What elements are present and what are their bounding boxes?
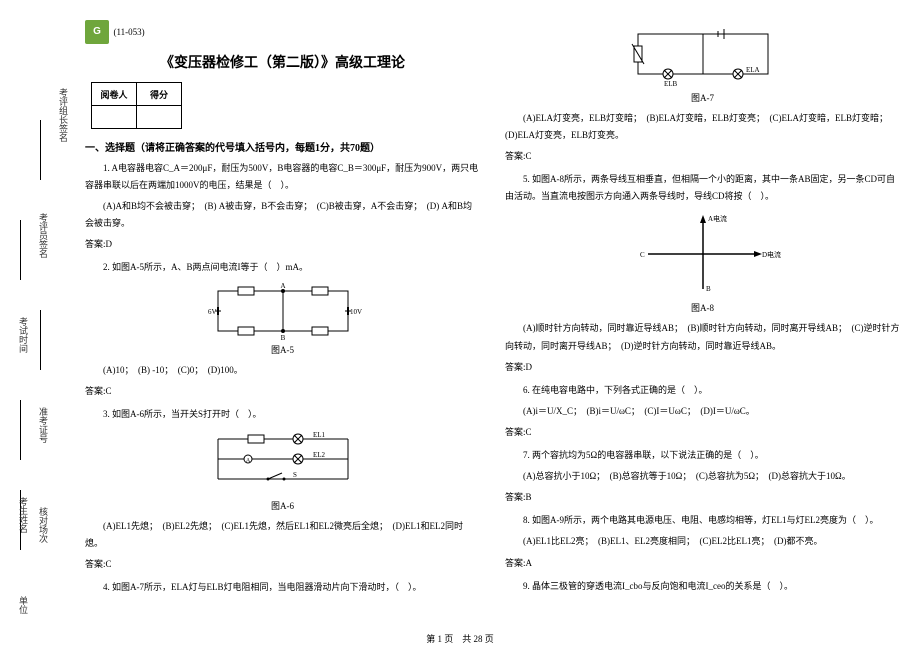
score-header-examiner: 阅卷人 [92, 83, 137, 106]
question-1: 1. A电容器电容C_A＝200μF，耐压为500V，B电容器的电容C_B＝30… [85, 160, 480, 194]
question-6-options: (A)i＝U/X_C； (B)i＝U/ωC； (C)I＝UωC； (D)I＝U/… [505, 403, 900, 420]
question-2: 2. 如图A-5所示，A、B两点间电流I等于（ ）mA。 [85, 259, 480, 276]
question-4-options: (A)ELA灯变亮，ELB灯变暗； (B)ELA灯变暗，ELB灯变亮； (C)E… [505, 110, 900, 144]
question-6: 6. 在纯电容电路中，下列各式正确的是（ ）。 [505, 382, 900, 399]
score-cell [92, 106, 137, 129]
binding-margin: 单位 核对场次 考生姓名 准考证号 考试时间 考评员签名 考评组长签名 [10, 40, 70, 600]
page-footer: 第 1 页 共 28 页 [0, 632, 920, 645]
side-line [20, 400, 21, 460]
question-3-answer: 答案:C [85, 556, 480, 573]
question-2-options: (A)10； (B) -10； (C)0； (D)100。 [85, 362, 480, 379]
figA8-a: A电流 [708, 214, 727, 223]
figure-a6-caption: 图A-6 [85, 499, 480, 512]
figA8-c: C [640, 251, 645, 259]
column-left: G (11-053) 《变压器检修工（第二版）》高级工理论 阅卷人 得分 一、选… [85, 20, 480, 600]
question-4: 4. 如图A-7所示，ELA灯与ELB灯电阻相同，当电阻器滑动片向下滑动时，（ … [85, 579, 480, 596]
question-1-options: (A)A和B均不会被击穿； (B) A被击穿，B不会击穿； (C)B被击穿，A不… [85, 198, 480, 232]
figure-a8: A电流 C D电流 B [505, 209, 900, 299]
side-label-name: 考生姓名 [10, 470, 30, 560]
question-5-options: (A)顺时针方向转动，同时靠近导线AB； (B)顺时针方向转动，同时离开导线AB… [505, 320, 900, 354]
svg-text:A: A [245, 458, 250, 464]
figA5-6v: 6V [208, 308, 217, 316]
header-row: G (11-053) [85, 20, 480, 44]
figA7-ela: ELA [746, 66, 760, 74]
figA6-s: S [293, 471, 297, 479]
figA8-d: D电流 [762, 250, 781, 259]
question-8-answer: 答案:A [505, 555, 900, 572]
question-5-answer: 答案:D [505, 359, 900, 376]
side-label-time: 考试时间 [10, 290, 30, 380]
side-line [40, 310, 41, 370]
figure-a7: ELB ELA [505, 24, 900, 89]
question-1-answer: 答案:D [85, 236, 480, 253]
side-label-leader: 考评组长签名 [50, 70, 70, 160]
figA6-el1: EL1 [313, 431, 326, 439]
score-header-score: 得分 [137, 83, 182, 106]
figure-a7-caption: 图A-7 [505, 91, 900, 104]
side-label-venue: 核对场次 [30, 480, 50, 570]
score-table: 阅卷人 得分 [91, 82, 182, 129]
figure-a5-caption: 图A-5 [85, 343, 480, 356]
logo-icon: G [85, 20, 109, 44]
question-8-options: (A)EL1比EL2亮； (B)EL1、EL2亮度相同； (C)EL2比EL1亮… [505, 533, 900, 550]
figA5-A: A [280, 282, 285, 290]
page-title: 《变压器检修工（第二版）》高级工理论 [85, 52, 480, 72]
figA5-10v: 10V [350, 308, 362, 316]
figure-a5: A B 6V 10V [85, 281, 480, 341]
question-9: 9. 晶体三极管的穿透电流I_cbo与反向饱和电流I_ceo的关系是（ ）。 [505, 578, 900, 595]
figA7-elb: ELB [664, 80, 678, 88]
side-label-examiner: 考评员签名 [30, 190, 50, 280]
question-3-options: (A)EL1先熄； (B)EL2先熄； (C)EL1先熄，然后EL1和EL2微亮… [85, 518, 480, 552]
question-7-options: (A)总容抗小于10Ω； (B)总容抗等于10Ω； (C)总容抗为5Ω； (D)… [505, 468, 900, 485]
figure-a6: EL1 EL2 S A [85, 427, 480, 497]
question-8: 8. 如图A-9所示，两个电路其电源电压、电阻、电感均相等，灯EL1与灯EL2亮… [505, 512, 900, 529]
figA6-el2: EL2 [313, 451, 326, 459]
column-right: ELB ELA 图A-7 (A)ELA灯变亮，ELB灯变暗； (B)ELA灯变暗… [505, 20, 900, 599]
question-7: 7. 两个容抗均为5Ω的电容器串联，以下说法正确的是（ ）。 [505, 447, 900, 464]
doc-code: (11-053) [114, 27, 145, 37]
question-3: 3. 如图A-6所示，当开关S打开时（ ）。 [85, 406, 480, 423]
section-heading: 一、选择题（请将正确答案的代号填入括号内，每题1分，共70题） [85, 139, 480, 154]
question-4-answer: 答案:C [505, 148, 900, 165]
score-cell [137, 106, 182, 129]
question-5: 5. 如图A-8所示，两条导线互相垂直，但相隔一个小的距离，其中一条AB固定，另… [505, 171, 900, 205]
side-line [40, 120, 41, 180]
question-7-answer: 答案:B [505, 489, 900, 506]
figA5-B: B [280, 334, 285, 341]
question-6-answer: 答案:C [505, 424, 900, 441]
question-2-answer: 答案:C [85, 383, 480, 400]
page-content: G (11-053) 《变压器检修工（第二版）》高级工理论 阅卷人 得分 一、选… [85, 20, 905, 620]
figure-a8-caption: 图A-8 [505, 301, 900, 314]
side-line [20, 220, 21, 280]
figA8-b: B [706, 285, 711, 293]
side-label-ticket: 准考证号 [30, 380, 50, 470]
